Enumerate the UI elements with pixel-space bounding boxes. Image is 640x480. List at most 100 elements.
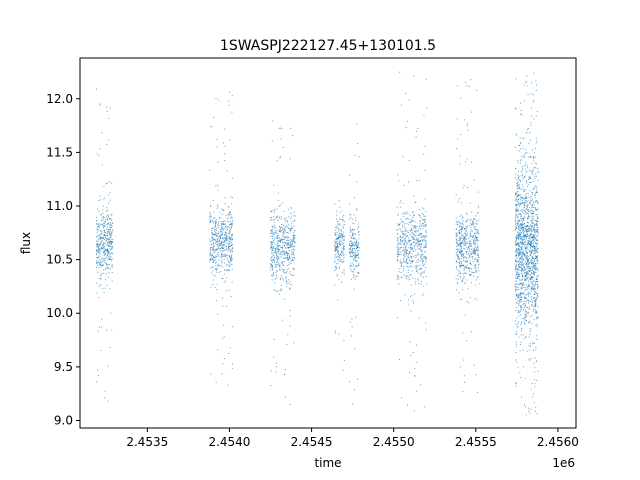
scatter-point bbox=[525, 274, 526, 276]
scatter-point bbox=[457, 250, 459, 252]
scatter-point bbox=[349, 244, 351, 246]
scatter-point bbox=[227, 239, 229, 241]
scatter-point bbox=[397, 213, 399, 215]
scatter-point bbox=[528, 169, 530, 171]
scatter-point bbox=[277, 261, 279, 263]
scatter-point bbox=[514, 290, 516, 292]
scatter-point bbox=[404, 234, 406, 235]
scatter-point bbox=[526, 197, 528, 199]
scatter-point bbox=[271, 237, 273, 239]
scatter-point bbox=[423, 153, 425, 155]
scatter-point bbox=[281, 224, 283, 226]
scatter-point bbox=[221, 242, 223, 244]
scatter-point bbox=[518, 243, 520, 245]
scatter-point bbox=[96, 381, 98, 383]
scatter-point bbox=[286, 279, 288, 281]
scatter-point bbox=[535, 246, 537, 248]
scatter-point bbox=[286, 254, 288, 256]
scatter-point bbox=[107, 219, 109, 221]
scatter-point bbox=[404, 240, 406, 242]
scatter-point bbox=[534, 238, 536, 240]
scatter-point bbox=[515, 385, 517, 387]
scatter-point bbox=[405, 228, 407, 230]
scatter-point bbox=[461, 214, 463, 216]
scatter-point bbox=[519, 294, 521, 296]
scatter-point bbox=[519, 204, 521, 206]
scatter-point bbox=[425, 235, 427, 237]
scatter-point bbox=[217, 246, 219, 248]
scatter-point bbox=[403, 259, 405, 261]
scatter-point bbox=[104, 249, 106, 251]
scatter-point bbox=[294, 235, 296, 237]
scatter-point bbox=[458, 198, 460, 200]
scatter-point bbox=[535, 302, 537, 304]
scatter-point bbox=[355, 275, 357, 277]
scatter-point bbox=[99, 248, 101, 250]
scatter-point bbox=[462, 288, 464, 290]
scatter-point bbox=[289, 283, 291, 285]
scatter-point bbox=[228, 241, 230, 243]
scatter-point bbox=[516, 222, 518, 224]
scatter-point bbox=[532, 245, 534, 247]
scatter-point bbox=[532, 206, 534, 208]
scatter-point bbox=[410, 247, 412, 249]
scatter-point bbox=[224, 145, 226, 147]
scatter-point bbox=[531, 236, 533, 238]
scatter-point bbox=[339, 267, 341, 269]
scatter-point bbox=[405, 275, 407, 277]
scatter-point bbox=[97, 246, 99, 248]
scatter-point bbox=[521, 169, 523, 171]
scatter-point bbox=[478, 191, 480, 193]
scatter-point bbox=[532, 273, 534, 275]
scatter-point bbox=[229, 237, 231, 239]
scatter-point bbox=[270, 232, 272, 234]
scatter-point bbox=[458, 237, 460, 239]
scatter-point bbox=[110, 237, 112, 239]
scatter-point bbox=[532, 243, 534, 245]
scatter-point bbox=[96, 231, 98, 233]
scatter-point bbox=[280, 238, 282, 240]
scatter-point bbox=[524, 168, 526, 170]
scatter-point bbox=[106, 210, 108, 212]
scatter-point bbox=[521, 255, 523, 257]
scatter-point bbox=[524, 279, 526, 281]
x-tick-label: 2.4555 bbox=[455, 435, 497, 449]
scatter-point bbox=[335, 268, 337, 270]
scatter-point bbox=[111, 280, 113, 282]
scatter-point bbox=[274, 249, 276, 251]
scatter-point bbox=[224, 273, 226, 275]
scatter-point bbox=[516, 224, 518, 226]
scatter-point bbox=[408, 231, 410, 233]
scatter-point bbox=[521, 241, 523, 243]
scatter-point bbox=[411, 244, 413, 246]
scatter-point bbox=[518, 303, 520, 305]
scatter-point bbox=[108, 231, 110, 233]
scatter-point bbox=[107, 216, 109, 218]
scatter-point bbox=[458, 226, 460, 228]
scatter-point bbox=[459, 242, 461, 244]
scatter-point bbox=[472, 220, 474, 222]
scatter-point bbox=[223, 336, 225, 338]
scatter-point bbox=[342, 225, 344, 227]
scatter-point bbox=[527, 288, 529, 290]
scatter-point bbox=[397, 276, 399, 278]
scatter-point bbox=[357, 265, 359, 267]
scatter-point bbox=[424, 169, 426, 171]
scatter-point bbox=[459, 225, 461, 227]
scatter-point bbox=[400, 218, 402, 220]
scatter-point bbox=[456, 234, 458, 236]
scatter-point bbox=[98, 103, 100, 105]
scatter-point bbox=[418, 317, 420, 319]
scatter-point bbox=[537, 260, 539, 262]
scatter-point bbox=[231, 239, 233, 241]
scatter-point bbox=[424, 145, 426, 147]
scatter-point bbox=[531, 241, 533, 243]
scatter-point bbox=[108, 264, 110, 266]
scatter-point bbox=[102, 251, 104, 253]
scatter-point bbox=[528, 276, 530, 278]
scatter-point bbox=[357, 244, 359, 246]
scatter-point bbox=[535, 208, 537, 210]
scatter-point bbox=[529, 250, 531, 252]
scatter-point bbox=[105, 221, 106, 223]
scatter-point bbox=[108, 214, 110, 216]
